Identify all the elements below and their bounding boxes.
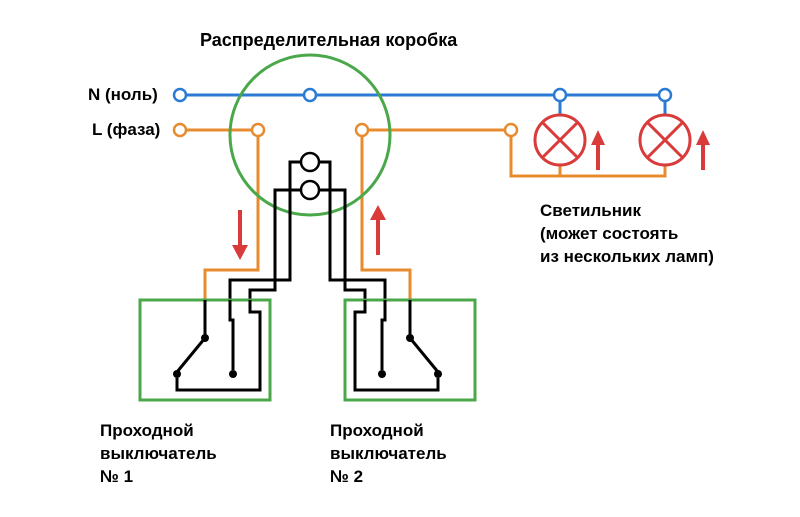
- neutral-label: N (ноль): [88, 85, 158, 105]
- n-terminal-input: [174, 89, 186, 101]
- lamp-caption-line1: Светильник: [540, 200, 714, 223]
- switch-2-caption: Проходной выключатель № 2: [330, 420, 447, 489]
- switch2-line3: № 2: [330, 466, 447, 489]
- l-terminal-input: [174, 124, 186, 136]
- l-terminal-jbox-right: [356, 124, 368, 136]
- neutral-wire: [180, 95, 665, 115]
- line-wire-to-lamps: [362, 130, 665, 176]
- traveler-1-sw2: [320, 162, 385, 310]
- switch2-line2: выключатель: [330, 443, 447, 466]
- switch1-line3: № 1: [100, 466, 217, 489]
- n-terminal-jbox: [304, 89, 316, 101]
- arrow-up-lamp2-icon: [696, 130, 710, 170]
- lamp-caption-line3: из нескольких ламп): [540, 246, 714, 269]
- line-label: L (фаза): [92, 120, 160, 140]
- arrow-down-icon: [232, 210, 248, 260]
- l-terminal-branch: [505, 124, 517, 136]
- switch1-line1: Проходной: [100, 420, 217, 443]
- internal-junction-2: [301, 181, 319, 199]
- switch1-line2: выключатель: [100, 443, 217, 466]
- lamp-caption: Светильник (может состоять из нескольких…: [540, 200, 714, 269]
- lamp-caption-line2: (может состоять: [540, 223, 714, 246]
- switch2-line1: Проходной: [330, 420, 447, 443]
- switch-1-caption: Проходной выключатель № 1: [100, 420, 217, 489]
- n-terminal-lamp2: [659, 89, 671, 101]
- arrow-up-lamp1-icon: [591, 130, 605, 170]
- l-terminal-jbox-left: [252, 124, 264, 136]
- junction-box-title: Распределительная коробка: [200, 30, 457, 51]
- arrow-up-icon: [370, 205, 386, 255]
- internal-junction-1: [301, 153, 319, 171]
- n-terminal-lamp1: [554, 89, 566, 101]
